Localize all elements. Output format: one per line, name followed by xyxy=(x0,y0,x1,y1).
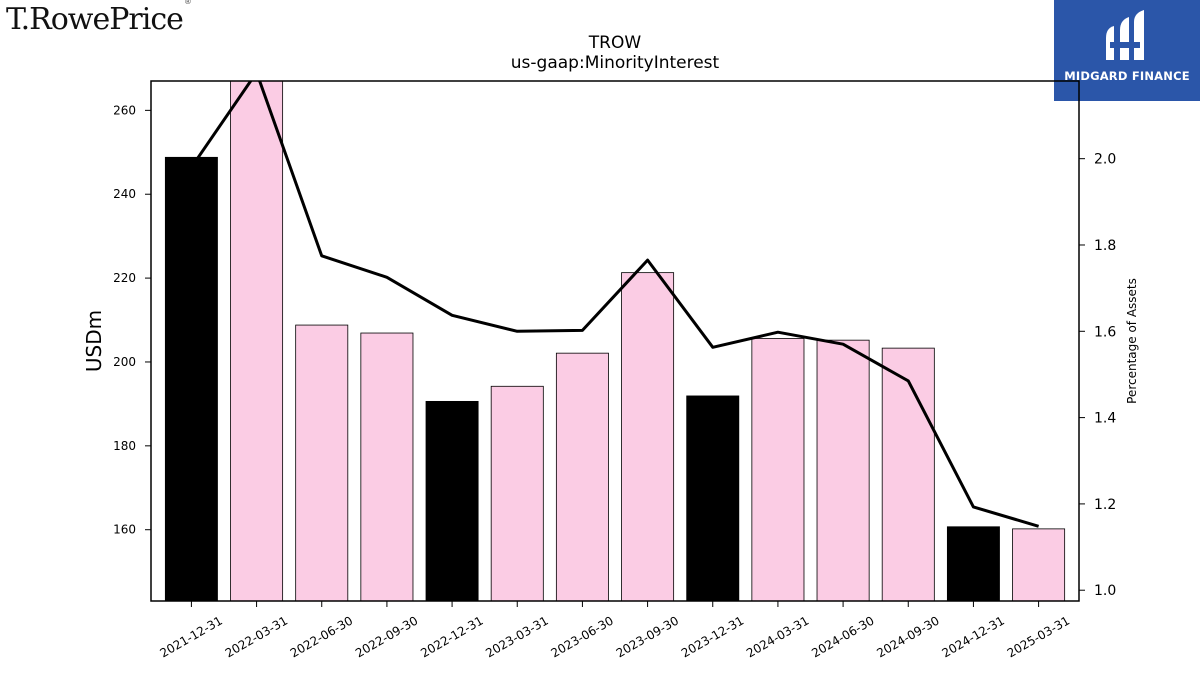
bar-2024-06-30 xyxy=(817,340,869,601)
x-tick-label: 2023-06-30 xyxy=(548,613,615,660)
bar-2022-03-31 xyxy=(231,81,283,601)
x-tick-label: 2022-03-31 xyxy=(223,613,290,660)
x-axis: 2021-12-312022-03-312022-06-302022-09-30… xyxy=(157,601,1072,660)
bar-2025-03-31 xyxy=(1013,529,1065,601)
plot-frame xyxy=(151,81,1079,601)
bar-2023-09-30 xyxy=(622,273,674,601)
bar-2021-12-31 xyxy=(165,157,217,601)
y-tick-label: 200 xyxy=(113,355,136,369)
bar-2022-09-30 xyxy=(361,333,413,601)
x-tick-label: 2024-12-31 xyxy=(939,613,1006,660)
bar-2023-06-30 xyxy=(556,353,608,601)
y-axis-left: 160 180 200 220 240 260 xyxy=(113,103,151,536)
x-tick-label: 2024-06-30 xyxy=(809,613,876,660)
y2-tick-label: 2.0 xyxy=(1094,152,1116,168)
y2-tick-label: 1.2 xyxy=(1094,497,1116,513)
x-tick-label: 2023-09-30 xyxy=(614,613,681,660)
y-axis-right: 1.0 1.2 1.4 1.6 1.8 2.0 xyxy=(1079,152,1116,600)
y-axis-label: USDm xyxy=(82,310,106,372)
y2-tick-label: 1.0 xyxy=(1094,583,1116,599)
y2-axis-label: Percentage of Assets xyxy=(1125,278,1139,404)
y-tick-label: 260 xyxy=(113,103,136,117)
chart-subtitle: us-gaap:MinorityInterest xyxy=(511,53,720,73)
bar-2022-12-31 xyxy=(426,401,478,601)
y-tick-label: 160 xyxy=(113,523,136,537)
x-tick-label: 2021-12-31 xyxy=(157,613,224,660)
bar-2024-03-31 xyxy=(752,338,804,601)
y2-tick-label: 1.6 xyxy=(1094,324,1116,340)
y-tick-label: 220 xyxy=(113,271,136,285)
x-tick-label: 2023-12-31 xyxy=(679,613,746,660)
bar-2023-12-31 xyxy=(687,396,739,601)
x-tick-label: 2024-09-30 xyxy=(874,613,941,660)
y2-tick-label: 1.4 xyxy=(1094,411,1116,427)
chart-title: TROW xyxy=(588,33,642,53)
x-tick-label: 2025-03-31 xyxy=(1005,613,1072,660)
bar-2024-09-30 xyxy=(882,348,934,601)
x-tick-label: 2022-06-30 xyxy=(288,613,355,660)
x-tick-label: 2022-09-30 xyxy=(353,613,420,660)
bar-2023-03-31 xyxy=(491,386,543,601)
x-tick-label: 2022-12-31 xyxy=(418,613,485,660)
bar-series xyxy=(165,81,1064,601)
x-tick-label: 2024-03-31 xyxy=(744,613,811,660)
y2-tick-label: 1.8 xyxy=(1094,238,1116,254)
bar-2024-12-31 xyxy=(947,527,999,601)
y-tick-label: 180 xyxy=(113,439,136,453)
x-tick-label: 2023-03-31 xyxy=(483,613,550,660)
y-tick-label: 240 xyxy=(113,187,136,201)
bar-2022-06-30 xyxy=(296,325,348,601)
